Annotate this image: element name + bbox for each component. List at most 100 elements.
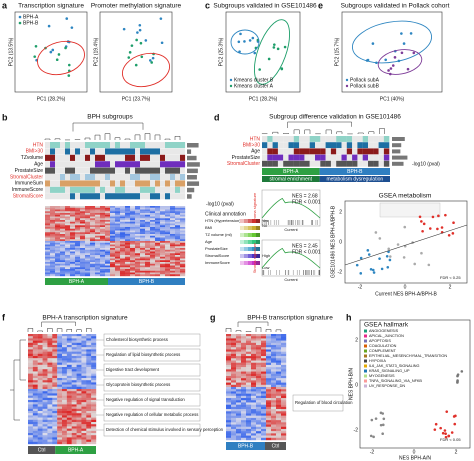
heatmap-cell <box>62 391 68 394</box>
heatmap-cell <box>155 262 161 264</box>
cluster-ellipse <box>37 40 85 76</box>
heatmap-cell <box>180 221 186 224</box>
annotation-cell <box>95 154 101 161</box>
heatmap-cell <box>110 225 116 228</box>
heatmap-cell <box>271 413 277 416</box>
heatmap-cell <box>91 378 97 381</box>
heatmap-cell <box>180 242 186 245</box>
annotation-cell <box>330 154 337 161</box>
heatmap-cell <box>261 422 267 425</box>
heatmap-cell <box>47 347 53 350</box>
heatmap-cell <box>76 386 82 390</box>
heatmap-cell <box>28 342 34 346</box>
heatmap-cell <box>28 349 34 352</box>
heatmap-cell <box>80 248 86 250</box>
heatmap-cell <box>86 347 92 350</box>
heatmap-cell <box>115 232 121 235</box>
heatmap-cell <box>115 221 121 224</box>
heatmap-cell <box>241 373 247 377</box>
row-label: ImmuneSum <box>15 181 43 187</box>
heatmap-cell <box>271 420 277 423</box>
heatmap-cell <box>45 214 51 217</box>
heatmap-cell <box>231 424 237 427</box>
heatmap-cell <box>62 367 68 370</box>
heatmap-cell <box>145 214 151 217</box>
heatmap-cell <box>175 241 181 243</box>
heatmap-cell <box>65 228 71 231</box>
heatmap-cell <box>55 253 61 256</box>
heatmap-cell <box>256 404 262 408</box>
heatmap-cell <box>266 336 272 339</box>
heatmap-cell <box>90 225 96 228</box>
heatmap-cell <box>90 241 96 243</box>
point <box>140 55 144 59</box>
heatmap-cell <box>28 338 34 341</box>
inset-table <box>379 202 441 218</box>
heatmap-cell <box>170 249 176 252</box>
heatmap-cell <box>45 237 51 240</box>
heatmap-cell <box>241 362 247 366</box>
heatmap-cell <box>45 209 51 212</box>
heatmap-cell <box>47 408 53 412</box>
heatmap-cell <box>32 347 38 350</box>
heatmap-cell <box>47 380 53 383</box>
heatmap-cell <box>100 265 106 268</box>
heatmap-cell <box>47 424 53 427</box>
heatmap-cell <box>90 206 96 208</box>
heatmap-cell <box>47 349 53 352</box>
group-bar <box>45 278 108 285</box>
heatmap-cell <box>110 221 116 224</box>
heatmap-cell <box>55 206 61 208</box>
legend-ramp <box>252 233 256 237</box>
heatmap-cell <box>231 338 237 341</box>
heatmap-cell <box>86 395 92 398</box>
heatmap-cell <box>76 402 82 405</box>
heatmap-cell <box>115 241 121 243</box>
heatmap-cell <box>135 227 141 229</box>
legend-swatch <box>364 369 367 373</box>
heatmap-cell <box>266 389 272 392</box>
heatmap-cell <box>50 270 56 273</box>
heatmap-cell <box>246 428 252 432</box>
heatmap-cell <box>246 391 252 394</box>
heatmap-cell <box>37 411 43 414</box>
heatmap-cell <box>95 227 101 229</box>
annotation-cell <box>160 167 166 174</box>
annotation-cell <box>65 142 71 149</box>
heatmap-cell <box>180 269 186 271</box>
heatmap-cell <box>261 367 267 370</box>
heatmap-cell <box>45 213 51 215</box>
annotation-cell <box>175 174 181 181</box>
annotation-cell <box>50 142 56 149</box>
heatmap-cell <box>75 223 81 226</box>
heatmap-cell <box>91 422 97 425</box>
heatmap-cell <box>80 255 86 257</box>
legend-entry: StromalScore <box>205 253 230 258</box>
legend-ramp <box>240 226 244 230</box>
legend-ramp <box>244 261 248 265</box>
note-bar <box>262 176 320 182</box>
heatmap-cell <box>90 246 96 249</box>
annotation-cell <box>50 186 56 193</box>
heatmap-cell <box>150 216 156 219</box>
heatmap-cell <box>130 256 136 259</box>
heatmap-cell <box>125 223 131 226</box>
heatmap-cell <box>86 430 92 434</box>
legend-entry: APICAL_JUNCTION <box>369 334 404 338</box>
heatmap-cell <box>145 225 151 228</box>
heatmap-cell <box>130 209 136 212</box>
point <box>55 58 59 62</box>
heatmap-cell <box>52 419 58 423</box>
annotation-cell <box>130 167 136 174</box>
heatmap-cell <box>76 419 82 423</box>
annotation-cell <box>299 154 305 161</box>
heatmap-cell <box>105 255 111 257</box>
legend-swatch <box>364 349 367 353</box>
heatmap-cell <box>70 258 76 261</box>
heatmap-cell <box>281 437 287 441</box>
heatmap-cell <box>91 426 97 429</box>
heatmap-cell <box>86 424 92 427</box>
heatmap-cell <box>125 234 131 236</box>
heatmap-cell <box>271 402 277 405</box>
point <box>420 251 423 255</box>
